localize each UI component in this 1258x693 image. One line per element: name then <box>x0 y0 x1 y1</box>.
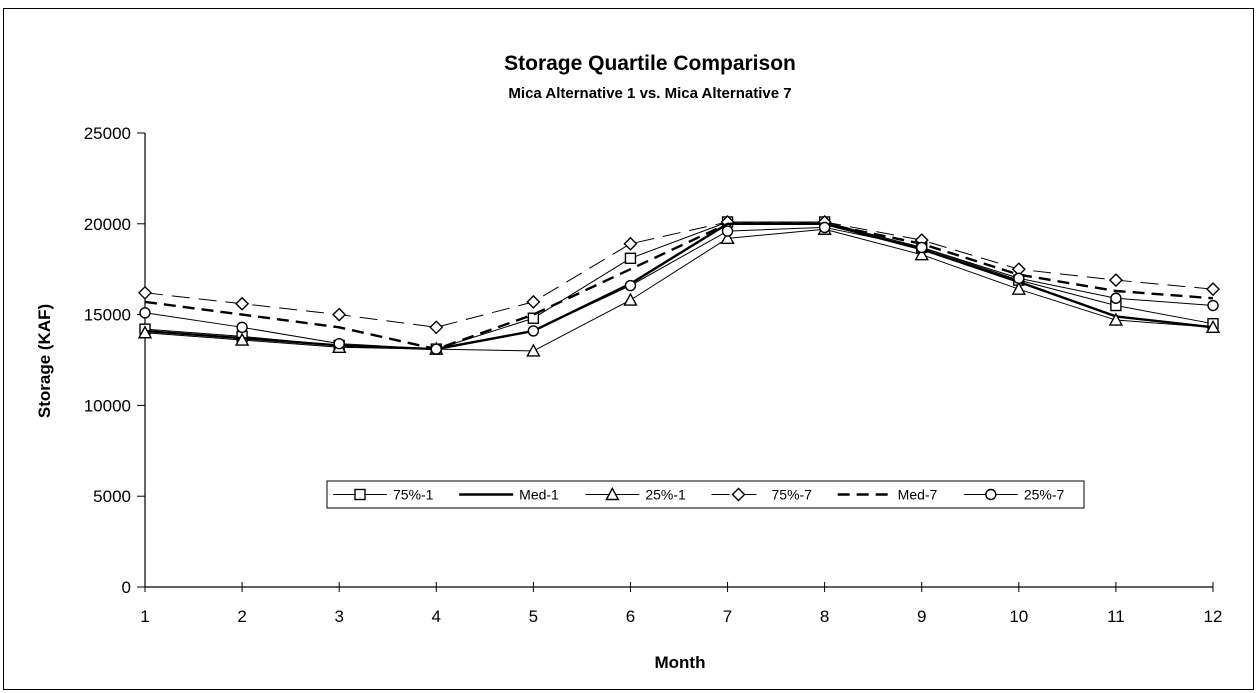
data-point <box>526 294 541 309</box>
data-point <box>138 285 152 300</box>
data-point <box>818 221 831 234</box>
x-tick-label: 11 <box>1107 607 1125 626</box>
legend-item: Med-1 <box>459 487 559 503</box>
data-point <box>234 332 250 346</box>
legend-swatch-marker <box>605 487 620 501</box>
data-point <box>236 321 248 334</box>
series-line <box>144 226 1214 350</box>
data-point <box>527 312 540 324</box>
data-point <box>1110 292 1122 304</box>
x-tick-label: 1 <box>140 607 149 626</box>
y-tick-label: 25000 <box>84 124 131 143</box>
data-point <box>332 307 347 322</box>
data-point <box>916 241 928 254</box>
legend-item: Med-7 <box>837 487 938 503</box>
x-tick-label: 5 <box>529 607 538 626</box>
legend-label: 75%-7 <box>772 487 813 503</box>
data-point <box>623 236 638 251</box>
legend-item: 75%-7 <box>711 487 813 503</box>
legend-item: 25%-7 <box>963 487 1065 503</box>
data-point <box>720 230 735 245</box>
data-point <box>526 343 541 357</box>
data-point <box>430 343 442 355</box>
y-tick-label: 10000 <box>84 396 131 415</box>
data-point <box>914 247 929 261</box>
data-point <box>333 337 345 350</box>
series-layer <box>137 214 1221 357</box>
data-point <box>1207 299 1219 312</box>
data-point <box>1108 312 1124 326</box>
legend-label: Med-1 <box>519 487 559 503</box>
data-point <box>137 325 153 339</box>
data-point <box>1011 281 1026 295</box>
x-tick-label: 6 <box>626 607 635 626</box>
legend: 75%-1 Med-1 25%-1 75%-7 Med-7 25%-7 <box>326 480 1085 509</box>
series-line <box>144 222 1214 351</box>
legend-item: 25%-1 <box>585 487 686 503</box>
data-point <box>1108 273 1123 288</box>
data-point <box>235 296 250 311</box>
data-point <box>527 325 540 337</box>
series-Med-1 <box>144 222 1214 351</box>
legend-label: 25%-7 <box>1024 487 1065 503</box>
data-point <box>1206 282 1220 297</box>
series-25%-7 <box>139 221 1219 355</box>
data-point <box>623 292 638 306</box>
x-axis-title: Month <box>655 653 706 672</box>
legend-label: 25%-1 <box>645 487 686 503</box>
x-tick-label: 10 <box>1009 607 1028 626</box>
chart-subtitle: Mica Alternative 1 vs. Mica Alternative … <box>508 85 791 102</box>
x-tick-label: 7 <box>723 607 732 626</box>
x-tick-label: 8 <box>820 607 829 626</box>
data-point <box>139 307 151 319</box>
data-point <box>1013 272 1025 284</box>
series-Med-7 <box>144 222 1214 351</box>
legend-swatch-marker <box>985 488 997 501</box>
legend-label: 75%-1 <box>393 487 434 503</box>
y-tick-label: 0 <box>122 578 131 597</box>
chart-frame <box>3 8 1254 690</box>
y-tick-label: 5000 <box>93 487 131 506</box>
series-line <box>144 221 1214 328</box>
data-point <box>624 252 637 265</box>
data-point <box>1205 319 1221 334</box>
x-tick-label: 4 <box>432 607 441 626</box>
y-axis-title: Storage (KAF) <box>35 304 54 418</box>
x-tick-label: 12 <box>1204 607 1223 626</box>
legend-swatch-marker <box>731 487 746 502</box>
data-point <box>624 279 637 292</box>
x-tick-label: 9 <box>917 607 926 626</box>
legend-swatch-marker <box>354 488 366 501</box>
y-tick-label: 15000 <box>84 306 131 325</box>
chart-title: Storage Quartile Comparison <box>504 52 796 75</box>
x-tick-label: 2 <box>237 607 246 626</box>
data-point <box>429 320 444 335</box>
legend-box <box>326 480 1085 509</box>
legend-label: Med-7 <box>898 487 938 503</box>
data-point <box>721 225 734 237</box>
legend-item: 75%-1 <box>333 487 434 503</box>
x-tick-label: 3 <box>334 607 343 626</box>
series-line <box>144 228 1214 352</box>
series-line <box>144 222 1214 351</box>
series-75%-7 <box>138 214 1220 335</box>
y-tick-label: 20000 <box>84 215 131 234</box>
